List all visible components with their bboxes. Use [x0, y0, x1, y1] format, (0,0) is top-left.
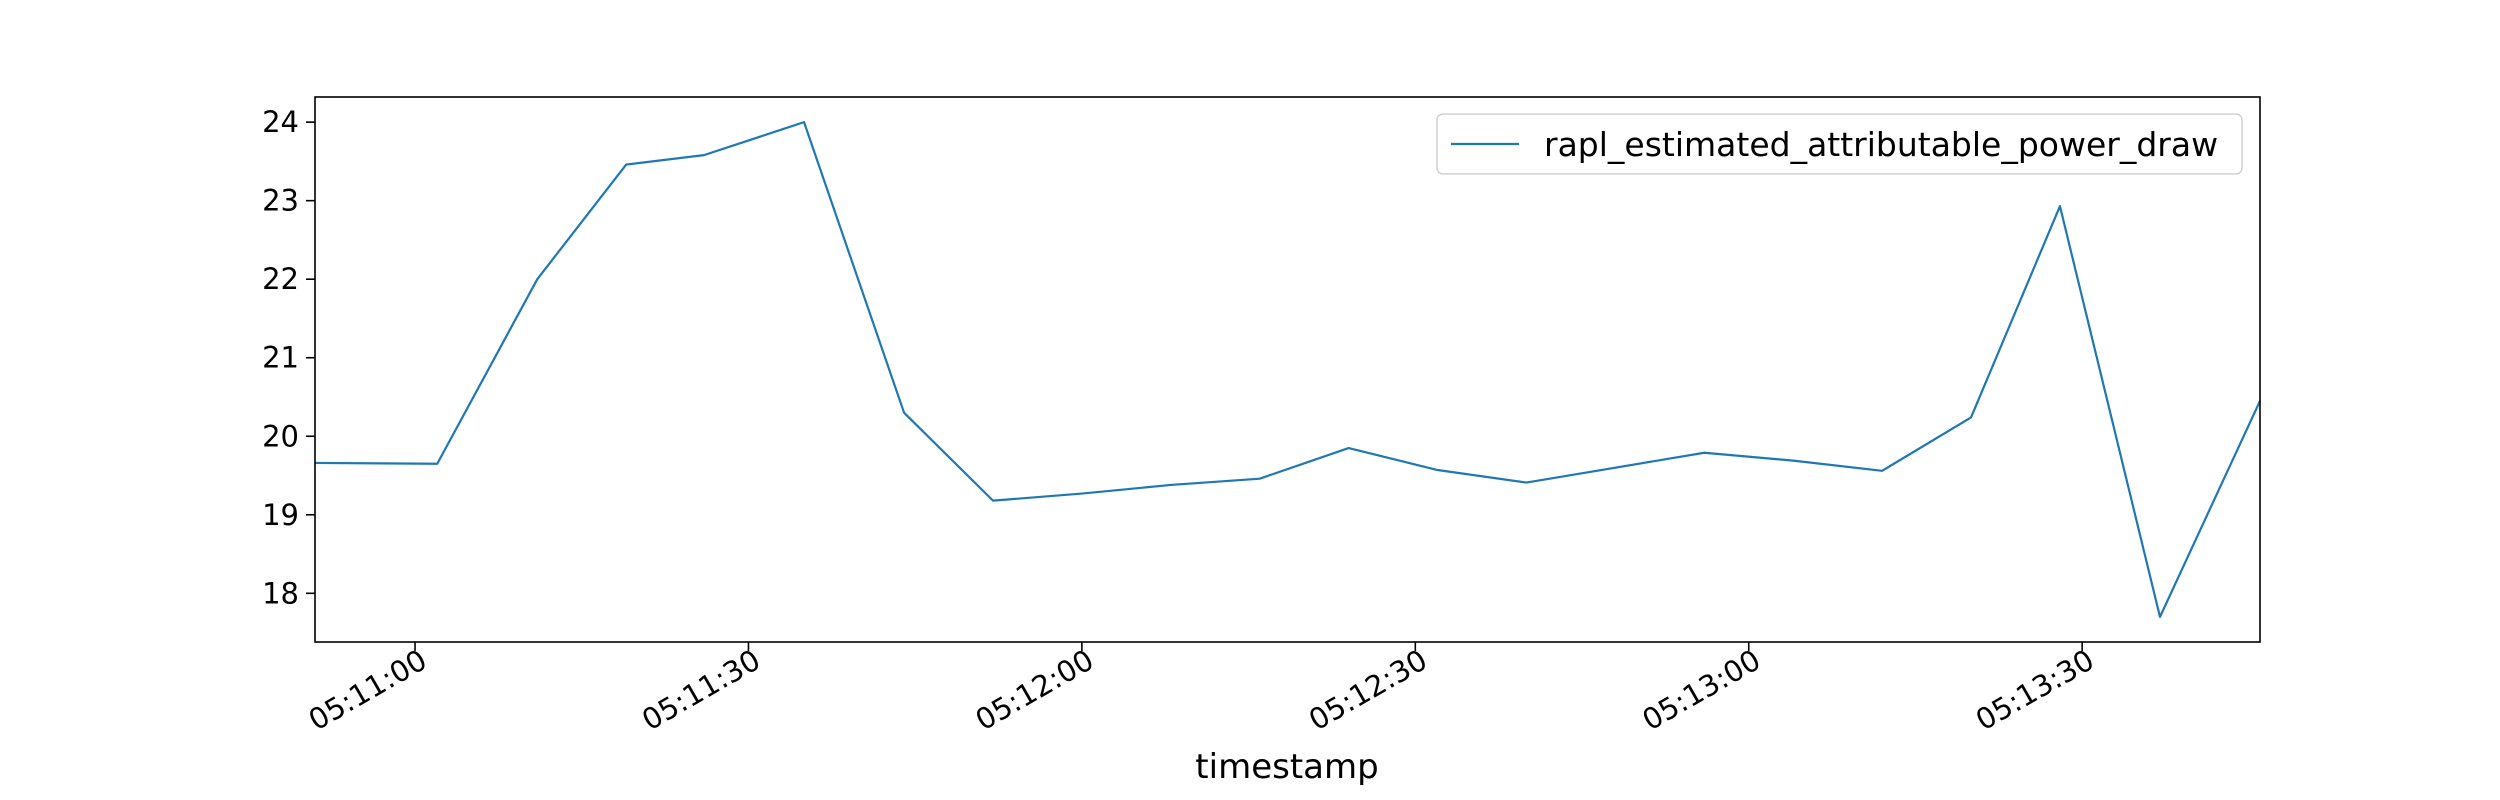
y-tick-label: 23	[262, 184, 299, 218]
y-tick-label: 21	[262, 341, 299, 375]
plot-area	[315, 97, 2260, 642]
y-tick-label: 20	[262, 419, 299, 453]
legend-box	[1436, 113, 2243, 175]
x-tick-label: 05:13:30	[1970, 643, 2100, 738]
series-line-0	[314, 121, 2261, 618]
legend: rapl_estimated_attributable_power_draw	[1436, 113, 2243, 175]
x-tick-label: 05:11:00	[303, 643, 433, 738]
y-tick-label: 19	[262, 498, 299, 532]
data-layer	[314, 121, 2261, 618]
y-tick-label: 18	[262, 576, 299, 610]
plot-frame	[314, 96, 2261, 643]
legend-label: rapl_estimated_attributable_power_draw	[1544, 125, 2218, 164]
x-tick-label: 05:11:30	[636, 643, 766, 738]
x-tick-label: 05:12:00	[970, 643, 1100, 738]
x-axis-title: timestamp	[1195, 747, 1378, 787]
y-tick-label: 24	[262, 105, 299, 139]
x-tick-label: 05:12:30	[1303, 643, 1433, 738]
y-tick-label: 22	[262, 262, 299, 296]
y-axis: 18 19 20 21 22 23 24	[262, 105, 315, 610]
x-axis: 05:11:00 05:11:30 05:12:00 05:12:30 05:13:00…	[303, 642, 2100, 737]
x-tick-label: 05:13:00	[1636, 643, 1766, 738]
